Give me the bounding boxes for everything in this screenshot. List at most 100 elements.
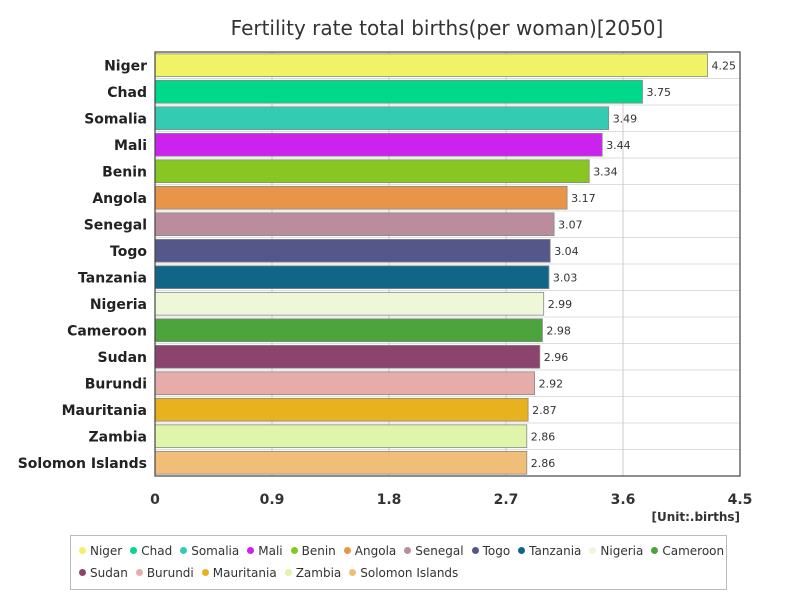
category-label: Benin	[102, 164, 147, 180]
legend: Niger Chad Somalia Mali Benin Angola Senegal To…	[70, 535, 727, 590]
legend-swatch	[284, 569, 292, 576]
legend-item[interactable]: Cameroon	[651, 544, 724, 558]
value-label: 3.03	[553, 271, 578, 284]
x-tick-label: 2.7	[494, 492, 519, 508]
legend-row: Sudan Burundi Mauritania Zambia Solomon Isla…	[79, 566, 466, 580]
value-label: 2.99	[548, 298, 573, 311]
legend-item[interactable]: Senegal	[404, 544, 464, 558]
legend-label: Mauritania	[212, 566, 277, 580]
value-label: 3.49	[613, 112, 638, 125]
category-label: Togo	[110, 244, 147, 260]
bar-angola	[154, 185, 568, 210]
legend-item[interactable]: Somalia	[180, 544, 239, 558]
legend-label: Cameroon	[662, 544, 725, 558]
legend-swatch	[130, 547, 138, 554]
legend-item[interactable]: Nigeria	[589, 544, 643, 558]
x-tick-label: 4.5	[728, 492, 753, 508]
bar-sudan	[154, 344, 541, 369]
legend-label: Nigeria	[600, 544, 644, 558]
legend-swatch	[589, 547, 597, 554]
legend-item[interactable]: Mali	[247, 544, 283, 558]
legend-swatch	[518, 547, 526, 554]
category-label: Nigeria	[90, 297, 147, 313]
legend-item[interactable]: Niger	[79, 544, 122, 558]
category-label: Solomon Islands	[18, 456, 147, 472]
legend-swatch	[247, 547, 255, 554]
bar-nigeria	[154, 291, 545, 316]
value-label: 3.34	[593, 165, 618, 178]
legend-label: Zambia	[295, 566, 342, 580]
legend-swatch	[349, 569, 357, 576]
category-label: Niger	[104, 58, 147, 74]
bar-benin	[154, 159, 590, 184]
legend-item[interactable]: Sudan	[79, 566, 128, 580]
bar-burundi	[154, 371, 536, 396]
legend-item[interactable]: Benin	[290, 544, 336, 558]
category-label: Sudan	[98, 350, 148, 366]
bar-chad	[154, 79, 643, 104]
value-label: 3.07	[558, 218, 583, 231]
x-tick-label: 3.6	[611, 492, 636, 508]
legend-label: Senegal	[415, 544, 464, 558]
legend-item[interactable]: Burundi	[135, 566, 194, 580]
legend-item[interactable]: Zambia	[284, 566, 342, 580]
legend-item[interactable]: Solomon Islands	[349, 566, 458, 580]
category-label: Chad	[107, 85, 147, 101]
grid-lines	[155, 52, 740, 476]
value-label: 3.75	[647, 86, 672, 99]
legend-swatch	[651, 547, 659, 554]
bar-mauritania	[154, 397, 529, 422]
category-label: Burundi	[85, 376, 147, 392]
category-label: Cameroon	[67, 323, 147, 339]
legend-label: Sudan	[90, 566, 128, 580]
category-label: Somalia	[84, 111, 147, 127]
legend-label: Burundi	[146, 566, 194, 580]
legend-swatch	[135, 569, 143, 576]
legend-label: Tanzania	[529, 544, 582, 558]
value-label: 2.86	[531, 430, 556, 443]
value-label: 2.98	[546, 324, 571, 337]
bar-senegal	[154, 212, 555, 237]
bar-tanzania	[154, 265, 550, 290]
legend-swatch	[79, 547, 86, 554]
bar-somalia	[154, 106, 610, 131]
value-label: 2.92	[539, 377, 564, 390]
category-label: Angola	[92, 191, 147, 207]
category-labels: Niger Chad Somalia Mali Benin Angola Senegal To…	[18, 58, 148, 472]
category-label: Senegal	[84, 217, 147, 233]
x-tick-label: 0	[150, 492, 160, 508]
legend-row: Niger Chad Somalia Mali Benin Angola Senegal To…	[79, 544, 732, 558]
x-tick-label: 0.9	[260, 492, 285, 508]
legend-swatch	[404, 547, 412, 554]
value-label: 3.17	[571, 192, 596, 205]
legend-swatch	[290, 547, 298, 554]
category-label: Mali	[114, 138, 147, 154]
legend-label: Togo	[482, 544, 511, 558]
legend-swatch	[79, 569, 86, 576]
x-tick-label: 1.8	[377, 492, 402, 508]
legend-label: Angola	[354, 544, 397, 558]
category-label: Mauritania	[62, 403, 147, 419]
legend-swatch	[180, 547, 188, 554]
legend-item[interactable]: Mauritania	[201, 566, 277, 580]
x-axis-ticks: 0 0.9 1.8 2.7 3.6 4.5	[150, 492, 752, 508]
legend-swatch	[201, 569, 209, 576]
category-label: Tanzania	[78, 270, 147, 286]
legend-swatch	[471, 547, 479, 554]
legend-item[interactable]: Angola	[343, 544, 397, 558]
unit-label: [Unit:.births]	[651, 510, 740, 524]
legend-label: Somalia	[191, 544, 240, 558]
bar-zambia	[154, 424, 528, 449]
legend-label: Niger	[90, 544, 123, 558]
legend-item[interactable]: Chad	[130, 544, 172, 558]
legend-label: Mali	[258, 544, 283, 558]
value-label: 2.87	[532, 404, 557, 417]
bar-togo	[154, 238, 551, 263]
legend-item[interactable]: Togo	[471, 544, 511, 558]
legend-label: Solomon Islands	[360, 566, 459, 580]
chart-title: Fertility rate total births(per woman)[2…	[231, 16, 664, 40]
legend-label: Chad	[141, 544, 173, 558]
legend-item[interactable]: Tanzania	[518, 544, 581, 558]
value-label: 2.86	[531, 457, 556, 470]
